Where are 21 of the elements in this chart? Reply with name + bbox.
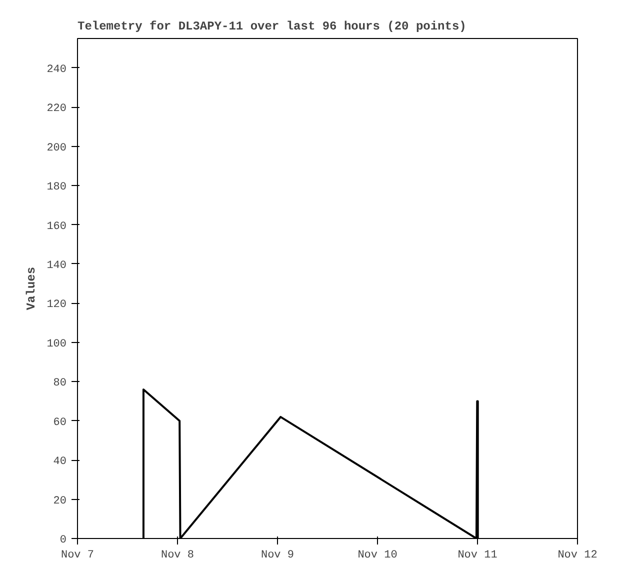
y-tick-label: 80 [53,378,66,390]
y-tick-label: 180 [46,182,67,194]
x-tick-label: Nov 8 [160,550,194,562]
y-tick-label: 240 [46,64,67,76]
x-tick-label: Nov 11 [458,550,498,562]
y-tick-label: 120 [46,299,67,312]
x-tick-label: Nov 7 [60,550,94,562]
y-tick-label: 140 [46,260,67,272]
x-tick-label: Nov 12 [558,550,598,562]
y-tick-label: 60 [53,416,66,429]
y-tick-label: 160 [46,220,67,233]
chart-title: Telemetry for DL3APY-11 over last 96 hours (20 points) [78,20,466,34]
x-tick-label: Nov 9 [260,550,294,562]
y-tick-label: 220 [46,103,67,116]
y-tick-label: 100 [46,338,67,350]
y-tick-label: 40 [53,456,66,468]
y-tick-label: 200 [46,142,67,154]
y-tick-label: 0 [60,534,67,546]
y-axis-title: Values [24,266,39,310]
x-tick-label: Nov 10 [358,550,398,562]
y-tick-label: 20 [53,495,66,508]
